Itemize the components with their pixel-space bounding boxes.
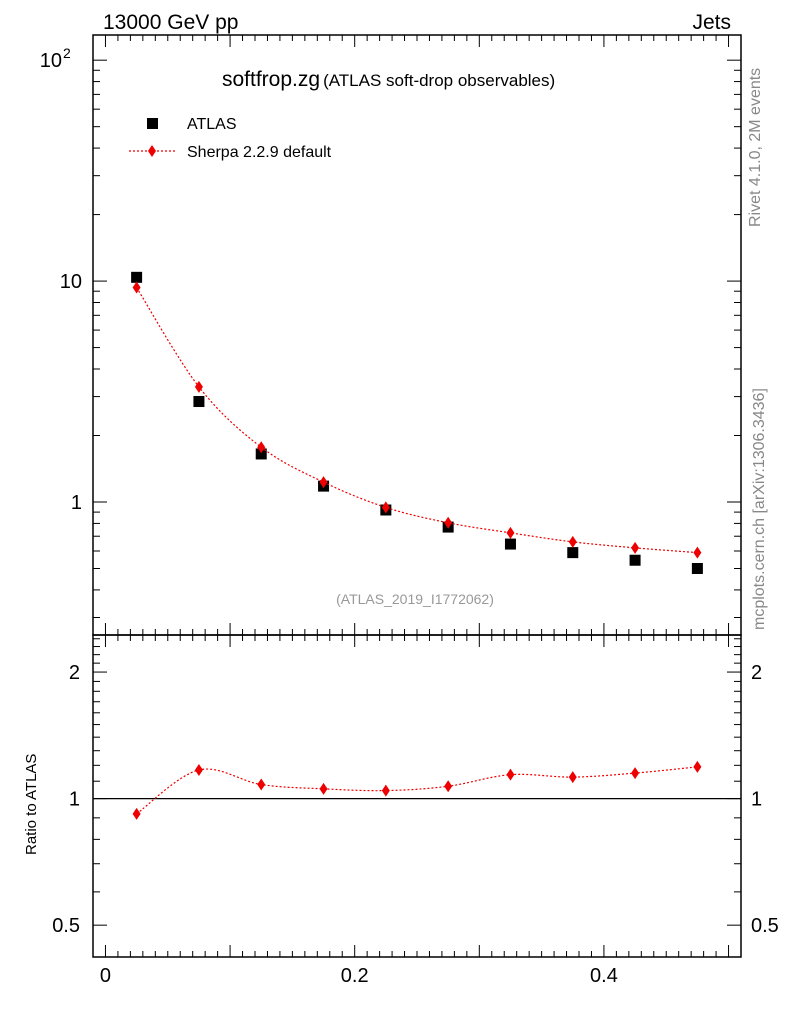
atlas-data-point xyxy=(504,538,516,550)
x-tick-label: 0.2 xyxy=(341,965,369,987)
sherpa-data-point xyxy=(631,541,640,554)
atlas-data-point xyxy=(567,547,579,559)
chart-title: softfrop.zg (ATLAS soft-drop observables) xyxy=(222,68,555,91)
sherpa-data-point xyxy=(568,535,577,548)
watermark-label: (ATLAS_2019_I1772062) xyxy=(336,591,494,607)
sherpa-ratio-point xyxy=(693,760,702,773)
sherpa-data-point xyxy=(444,516,453,529)
main-series-line-1 xyxy=(136,287,698,554)
axis-ticks xyxy=(93,35,741,957)
y-tick-label-main: 1 xyxy=(71,492,82,514)
sherpa-ratio-point xyxy=(631,767,640,780)
sherpa-ratio-point xyxy=(568,771,577,784)
y-tick-label-main: 10 xyxy=(60,271,82,293)
rivet-label: Rivet 4.1.0, 2M events xyxy=(747,68,764,227)
data-series xyxy=(131,271,703,820)
chart-title-main: softfrop.zg xyxy=(222,68,320,91)
sherpa-ratio-point xyxy=(132,807,141,820)
sherpa-data-point xyxy=(693,546,702,559)
atlas-data-point xyxy=(629,554,641,566)
sherpa-ratio-point xyxy=(194,763,203,776)
atlas-data-point xyxy=(131,271,143,283)
y-tick-label-ratio-left: 0.5 xyxy=(52,915,80,937)
sherpa-data-point xyxy=(257,441,266,454)
legend-sherpa-label: Sherpa 2.2.9 default xyxy=(187,144,332,161)
sherpa-ratio-point xyxy=(444,780,453,793)
y-tick-label-ratio-right: 1 xyxy=(751,789,762,811)
y-tick-label-main: 10 xyxy=(40,50,62,72)
atlas-data-point xyxy=(691,562,703,574)
sherpa-ratio-point xyxy=(319,782,328,795)
y-tick-label-main-exponent: 2 xyxy=(63,45,71,61)
x-tick-label: 0 xyxy=(100,965,111,987)
legend-sherpa-marker xyxy=(148,145,156,157)
legend: ATLAS Sherpa 2.2.9 default xyxy=(129,116,332,161)
atlas-data-point xyxy=(193,396,205,408)
process-label: Jets xyxy=(692,11,731,34)
x-tick-label: 0.4 xyxy=(590,965,618,987)
legend-atlas-label: ATLAS xyxy=(187,116,237,133)
sherpa-data-point xyxy=(506,526,515,539)
atlas-data-point xyxy=(255,448,267,460)
energy-label: 13000 GeV pp xyxy=(103,11,238,34)
sherpa-data-point xyxy=(381,501,390,514)
sherpa-data-point xyxy=(194,380,203,393)
chart-title-sub: (ATLAS soft-drop observables) xyxy=(323,71,555,90)
legend-atlas-marker xyxy=(147,118,158,129)
sherpa-ratio-point xyxy=(506,768,515,781)
sherpa-data-point xyxy=(319,476,328,489)
sherpa-ratio-point xyxy=(381,784,390,797)
mcplots-label: mcplots.cern.ch [arXiv:1306.3436] xyxy=(751,388,768,630)
ratio-panel-frame xyxy=(92,634,742,958)
sherpa-data-point xyxy=(132,281,141,294)
ratio-series-line-0 xyxy=(136,766,698,815)
ratio-ylabel: Ratio to ATLAS xyxy=(23,754,40,855)
y-tick-label-ratio-right: 0.5 xyxy=(751,915,779,937)
y-tick-label-ratio-right: 2 xyxy=(751,662,762,684)
y-tick-label-ratio-left: 2 xyxy=(69,662,80,684)
sherpa-ratio-point xyxy=(257,778,266,791)
y-tick-label-ratio-left: 1 xyxy=(69,789,80,811)
